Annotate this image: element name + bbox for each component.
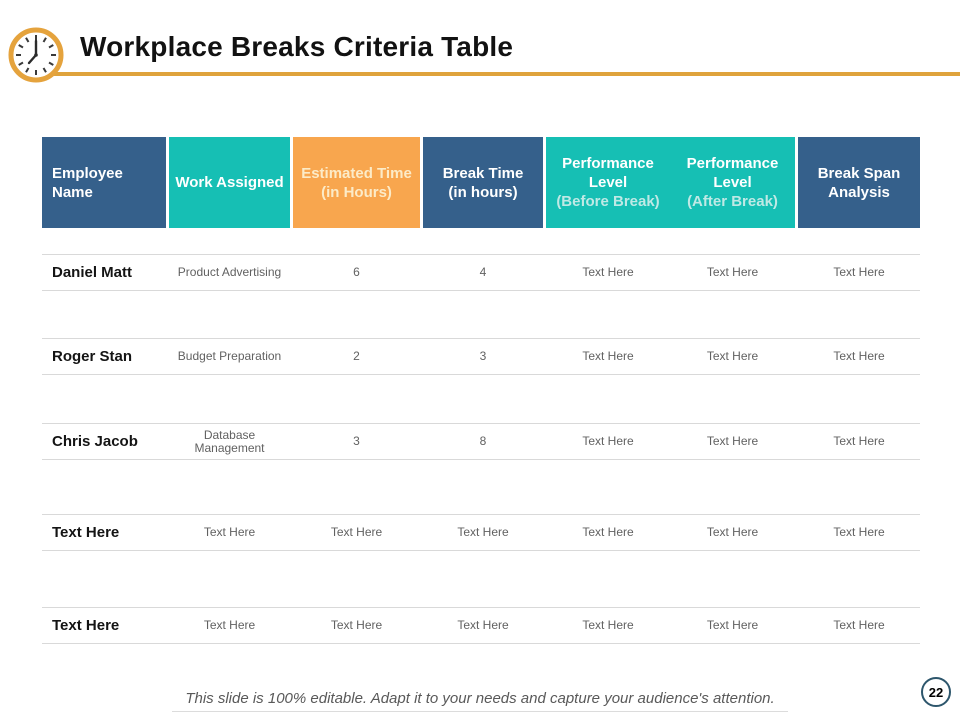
data-cell-work-assigned: Budget Preparation (177, 349, 282, 363)
column-title: Performance Level (562, 155, 654, 191)
data-cell-break-time: 4 (479, 265, 487, 279)
data-cell-performance-level-before: Text Here (582, 265, 634, 279)
data-cell-performance-level-after: Text Here (706, 525, 759, 539)
data-cell-break-span-analysis: Text Here (833, 265, 885, 279)
employee-name-cell: Roger Stan (52, 348, 133, 365)
clock-icon (7, 26, 65, 84)
column-header-estimated-time: Estimated Time (in Hours) (293, 137, 420, 228)
column-header-work-assigned: Work Assigned (169, 137, 290, 228)
column-subtitle: (in Hours) (321, 183, 392, 201)
data-cell-performance-level-after: Text Here (706, 265, 759, 279)
employee-name-cell: Daniel Matt (52, 264, 133, 281)
data-cell-break-span-analysis: Text Here (833, 618, 885, 632)
footer-note: This slide is 100% editable. Adapt it to… (172, 690, 788, 712)
table-row-4: Text Here Text Here Text Here Text Here Text… (42, 514, 920, 551)
column-title: Performance Level (686, 155, 779, 191)
column-title: Work Assigned (175, 174, 284, 191)
data-cell-work-assigned: Text Here (203, 525, 256, 539)
data-cell-performance-level-after: Text Here (706, 618, 759, 632)
table-header-row: Employee Name Work Assigned Estimated Time… (42, 137, 920, 228)
column-title: Break Time (442, 164, 524, 182)
column-header-break-span-analysis: Break Span Analysis (798, 137, 920, 228)
column-subtitle: (Before Break) (556, 193, 660, 210)
column-subtitle: (After Break) (687, 193, 778, 210)
data-cell-break-span-analysis: Text Here (833, 434, 885, 448)
data-cell-estimated-time: 6 (353, 265, 360, 279)
column-header-break-time: Break Time (in hours) (423, 137, 543, 228)
data-cell-break-time: 3 (479, 349, 487, 363)
column-header-performance-level-before: Performance Level (Before Break) (546, 137, 670, 228)
data-cell-estimated-time: Text Here (330, 618, 383, 632)
column-header-employee-name: Employee Name (42, 137, 166, 228)
table-row-1: Daniel Matt Product Advertising 6 4 Text Her… (42, 254, 920, 291)
data-cell-break-time: Text Here (457, 618, 509, 632)
data-cell-estimated-time: Text Here (330, 525, 383, 539)
column-subtitle: (in hours) (448, 183, 518, 201)
table-row-5: Text Here Text Here Text Here Text Here Text… (42, 607, 920, 644)
column-title: Estimated Time (301, 164, 412, 182)
page-number-badge: 22 (921, 677, 951, 707)
data-cell-work-assigned: Database Management (194, 427, 265, 455)
page-number: 22 (928, 684, 944, 700)
table-row-2: Roger Stan Budget Preparation 2 3 Text Here T… (42, 338, 920, 375)
data-cell-performance-level-before: Text Here (582, 434, 634, 448)
data-cell-estimated-time: 2 (353, 349, 360, 363)
data-cell-performance-level-before: Text Here (582, 525, 634, 539)
data-cell-work-assigned: Text Here (203, 618, 256, 632)
data-cell-estimated-time: 3 (353, 434, 360, 448)
data-cell-break-time: 8 (479, 434, 487, 448)
column-title: Break Span Analysis (817, 164, 901, 201)
data-cell-performance-level-after: Text Here (706, 434, 759, 448)
column-title: Employee Name (52, 164, 123, 201)
data-cell-performance-level-before: Text Here (582, 349, 634, 363)
page-title: Workplace Breaks Criteria Table (80, 31, 514, 62)
data-cell-break-span-analysis: Text Here (833, 349, 885, 363)
criteria-table: Employee Name Work Assigned Estimated Time… (42, 137, 920, 657)
data-cell-break-span-analysis: Text Here (833, 525, 885, 539)
title-underline (34, 72, 960, 76)
table-row-3: Chris Jacob Database Management 3 8 Text Her… (42, 423, 920, 460)
data-cell-work-assigned: Product Advertising (177, 265, 282, 279)
column-header-performance-level-after: Performance Level (After Break) (670, 137, 795, 228)
employee-name-cell: Chris Jacob (52, 433, 138, 450)
data-cell-performance-level-before: Text Here (582, 618, 634, 632)
data-cell-break-time: Text Here (457, 525, 509, 539)
employee-name-cell: Text Here (52, 617, 120, 634)
data-cell-performance-level-after: Text Here (706, 349, 759, 363)
employee-name-cell: Text Here (52, 524, 120, 541)
